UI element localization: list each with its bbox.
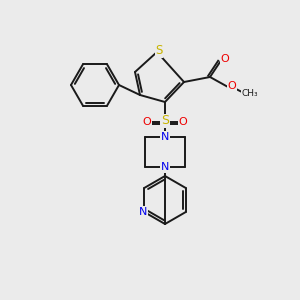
- Text: O: O: [178, 117, 188, 127]
- Text: N: N: [161, 132, 169, 142]
- Text: N: N: [139, 207, 147, 217]
- Text: CH₃: CH₃: [242, 88, 258, 98]
- Text: S: S: [155, 44, 163, 58]
- Text: S: S: [161, 115, 169, 128]
- Text: O: O: [142, 117, 152, 127]
- Text: O: O: [220, 54, 230, 64]
- Text: N: N: [161, 162, 169, 172]
- Text: O: O: [228, 81, 236, 91]
